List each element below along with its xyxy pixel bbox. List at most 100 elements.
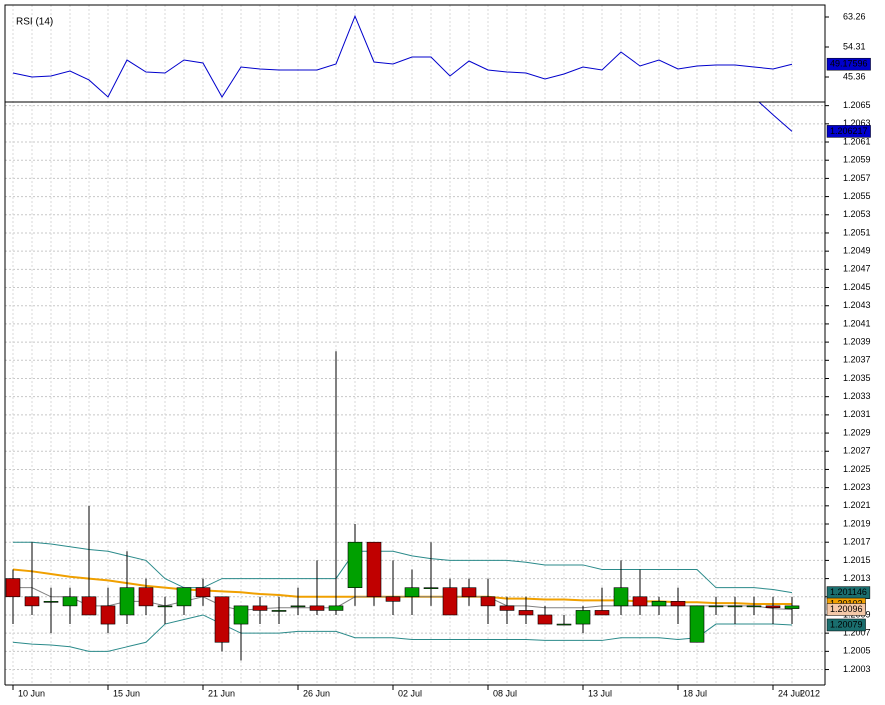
candle-body xyxy=(404,587,420,598)
last-value-label: 1.206217 xyxy=(830,126,868,136)
x-tick-label: 26 Jun xyxy=(303,688,330,698)
y-tick-label: 1.2049 xyxy=(843,246,871,256)
candle-body xyxy=(499,605,515,611)
candle-body xyxy=(746,605,762,608)
candle-body xyxy=(727,605,743,608)
candle-body xyxy=(328,605,344,611)
y-tick-label: 1.2033 xyxy=(843,391,871,401)
y-tick-label: 1.2041 xyxy=(843,318,871,328)
grid xyxy=(5,5,825,685)
x-tick-label: 15 Jun xyxy=(113,688,140,698)
x-tick-label: 10 Jun xyxy=(18,688,45,698)
candle-body xyxy=(119,587,135,616)
last-value-label: 49.17596 xyxy=(830,59,868,69)
candle-body xyxy=(556,623,572,626)
candle-body xyxy=(670,601,686,607)
candle-body xyxy=(43,601,59,603)
rsi-line xyxy=(12,14,793,98)
x-tick-label: 21 Jun xyxy=(208,688,235,698)
y-tick-label: 1.2061 xyxy=(843,136,871,146)
y-tick-label: 54.31 xyxy=(843,41,866,51)
candle-body xyxy=(24,596,40,607)
candle-body xyxy=(385,596,401,602)
x-tick-label: 24 Jul xyxy=(778,688,802,698)
last-value-box xyxy=(826,618,866,632)
overlay-line xyxy=(13,541,793,594)
candle-body xyxy=(613,587,629,607)
candle-body xyxy=(708,605,724,608)
candle-body xyxy=(290,605,306,608)
y-tick-label: 1.2055 xyxy=(843,191,871,201)
y-tick-label: 1.2019 xyxy=(843,518,871,528)
candle-body xyxy=(765,605,781,608)
candle-body xyxy=(518,610,534,616)
y-tick-label: 1.2063 xyxy=(843,118,871,128)
candle-body xyxy=(689,605,705,643)
y-tick-label: 1.2059 xyxy=(843,155,871,165)
rsi-title: RSI (14) xyxy=(16,17,53,28)
last-value-label: 1.20096 xyxy=(830,604,863,614)
candle-body xyxy=(100,605,116,625)
y-tick-label: 1.2045 xyxy=(843,282,871,292)
candle-body xyxy=(537,614,553,625)
y-tick-label: 1.2051 xyxy=(843,227,871,237)
y-tick-label: 1.2013 xyxy=(843,573,871,583)
candle-body xyxy=(651,601,667,607)
rsi-frame xyxy=(4,4,826,103)
y-tick-label: 1.2015 xyxy=(843,555,871,565)
candle-body xyxy=(575,610,591,625)
y-tick-label: 63.26 xyxy=(843,11,866,21)
candle-body xyxy=(271,610,287,612)
candle-body xyxy=(62,596,78,607)
candle-body xyxy=(461,587,477,598)
candle-body xyxy=(5,578,21,598)
last-value-box xyxy=(826,603,866,616)
x-tick-label: 02 Jul xyxy=(398,688,422,698)
last-value-box xyxy=(826,57,871,71)
candle-body xyxy=(252,605,268,611)
y-tick-label: 1.2017 xyxy=(843,537,871,547)
y-tick-label: 1.2027 xyxy=(843,446,871,456)
candle-body xyxy=(214,596,230,643)
y-tick-label: 1.2003 xyxy=(843,664,871,674)
axis: 63.2654.3145.3649.175961.20651.20631.206… xyxy=(12,11,871,698)
y-tick-label: 1.2023 xyxy=(843,482,871,492)
y-tick-label: 1.2031 xyxy=(843,409,871,419)
y-tick-label: 1.2065 xyxy=(843,100,871,110)
y-tick-label: 1.2035 xyxy=(843,373,871,383)
candle-body xyxy=(195,587,211,598)
y-tick-label: 1.2025 xyxy=(843,464,871,474)
candle-body xyxy=(309,605,325,611)
candle-body xyxy=(423,587,439,589)
candle-body xyxy=(176,587,192,607)
y-tick-label: 1.2047 xyxy=(843,264,871,274)
y-tick-label: 1.2021 xyxy=(843,500,871,510)
y-tick-label: 1.2037 xyxy=(843,355,871,365)
last-value-label: 1.201146 xyxy=(830,587,867,597)
last-value-box xyxy=(826,125,871,138)
y-tick-label: 1.2029 xyxy=(843,427,871,437)
y-tick-label: 1.2043 xyxy=(843,300,871,310)
x-tick-label: 18 Jul xyxy=(683,688,707,698)
candle-body xyxy=(157,605,173,608)
y-tick-label: 1.2057 xyxy=(843,173,871,183)
plot xyxy=(5,14,800,661)
y-tick-label: 1.2053 xyxy=(843,209,871,219)
overlay-line xyxy=(12,614,793,652)
candle-body xyxy=(632,596,648,607)
y-tick-label: 1.2005 xyxy=(843,646,871,656)
candle-body xyxy=(138,587,154,607)
y-tick-label: 1.2007 xyxy=(843,628,871,638)
candle-body xyxy=(480,596,496,607)
candle-body xyxy=(81,596,97,616)
candle-body xyxy=(594,610,610,616)
y-tick-label: 1.2039 xyxy=(843,336,871,346)
candle-body xyxy=(442,587,458,616)
candle-body xyxy=(347,541,363,588)
candle-body xyxy=(366,541,382,598)
year-label: 2012 xyxy=(800,688,820,698)
candle-body xyxy=(233,605,249,625)
y-tick-label: 45.36 xyxy=(843,71,866,81)
last-value-label: 1.20079 xyxy=(830,619,863,629)
